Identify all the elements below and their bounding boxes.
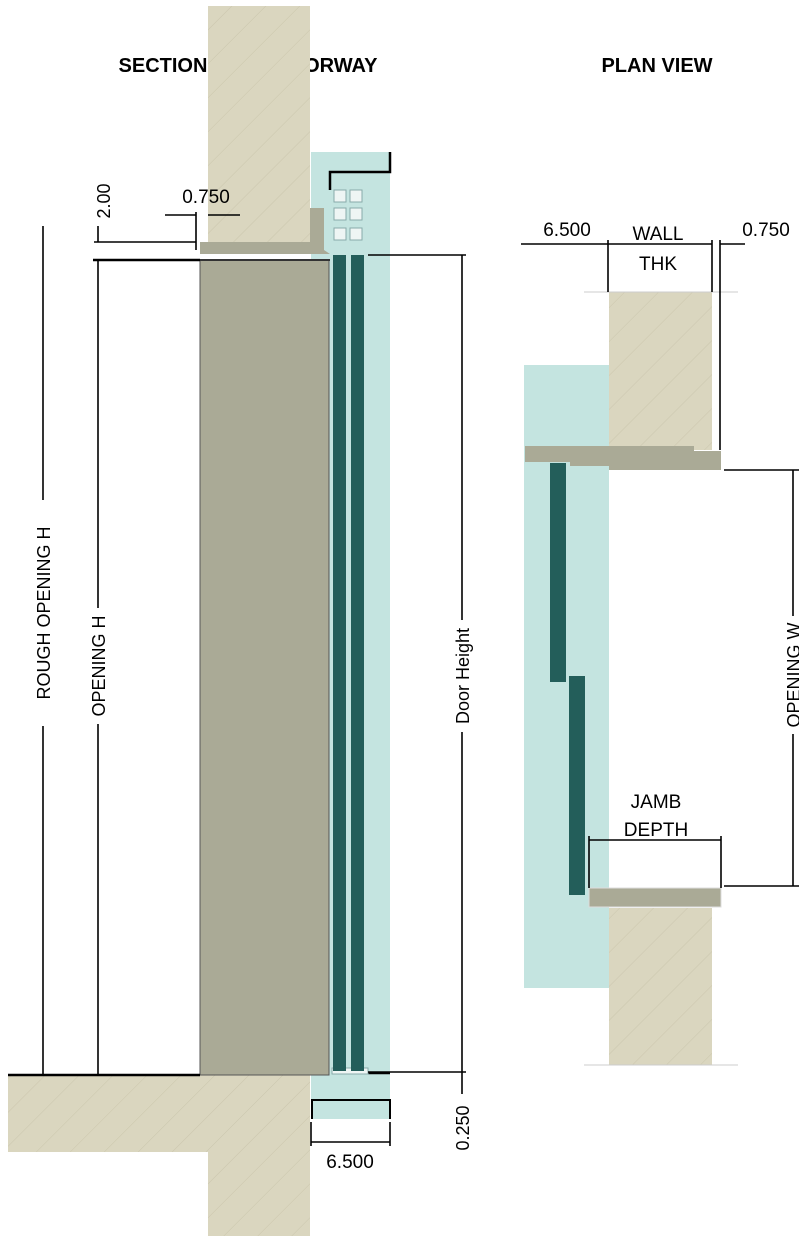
plan-wall-lower bbox=[609, 908, 712, 1065]
plan-jamb-offset-label: 0.750 bbox=[742, 220, 790, 241]
section-wall-above bbox=[208, 6, 310, 242]
wall-thk-label-line1: WALL bbox=[632, 224, 683, 245]
wall-thk-label-line2: THK bbox=[639, 254, 677, 275]
opening-h-label: OPENING H bbox=[89, 615, 109, 716]
plan-door-panel-2 bbox=[569, 676, 585, 895]
header-gap-label: 2.00 bbox=[94, 183, 114, 218]
jamb-depth-label-line2: DEPTH bbox=[624, 820, 688, 841]
section-door-panel-1 bbox=[333, 255, 346, 1071]
opening-w-label: OPENING W bbox=[784, 622, 799, 727]
door-height-label: Door Height bbox=[453, 628, 473, 724]
section-view: ROUGH OPENING H OPENING H 2.00 0.750 Doo… bbox=[8, 6, 476, 1236]
plan-jamb-lower bbox=[588, 887, 722, 908]
section-door-frame bbox=[199, 259, 330, 1076]
section-jamb-offset-label: 0.750 bbox=[182, 187, 230, 208]
section-roller-hardware bbox=[331, 189, 369, 1075]
plan-glass-enclosure bbox=[524, 365, 609, 988]
plan-jamb-upper bbox=[525, 446, 721, 470]
jamb-depth-label-line1: JAMB bbox=[631, 792, 682, 813]
bottom-gap-label: 0.250 bbox=[453, 1105, 473, 1150]
plan-title: PLAN VIEW bbox=[601, 55, 712, 77]
plan-view: 6.500 WALL THK 0.750 OPENING W JAMB DEPT… bbox=[521, 220, 799, 1066]
plan-track-depth-label: 6.500 bbox=[543, 220, 591, 241]
section-floor bbox=[8, 1075, 310, 1236]
section-track-depth-label: 6.500 bbox=[326, 1152, 374, 1173]
section-door-panel-2 bbox=[351, 255, 364, 1071]
section-top-track-bracket bbox=[328, 152, 392, 190]
plan-door-panel-1 bbox=[550, 463, 566, 682]
section-head-jamb bbox=[200, 208, 330, 254]
section-bottom-track-bracket bbox=[311, 1099, 391, 1119]
plan-wall-upper bbox=[609, 292, 712, 450]
section-glass-sill bbox=[311, 1075, 390, 1119]
rough-opening-h-label: ROUGH OPENING H bbox=[34, 526, 54, 699]
